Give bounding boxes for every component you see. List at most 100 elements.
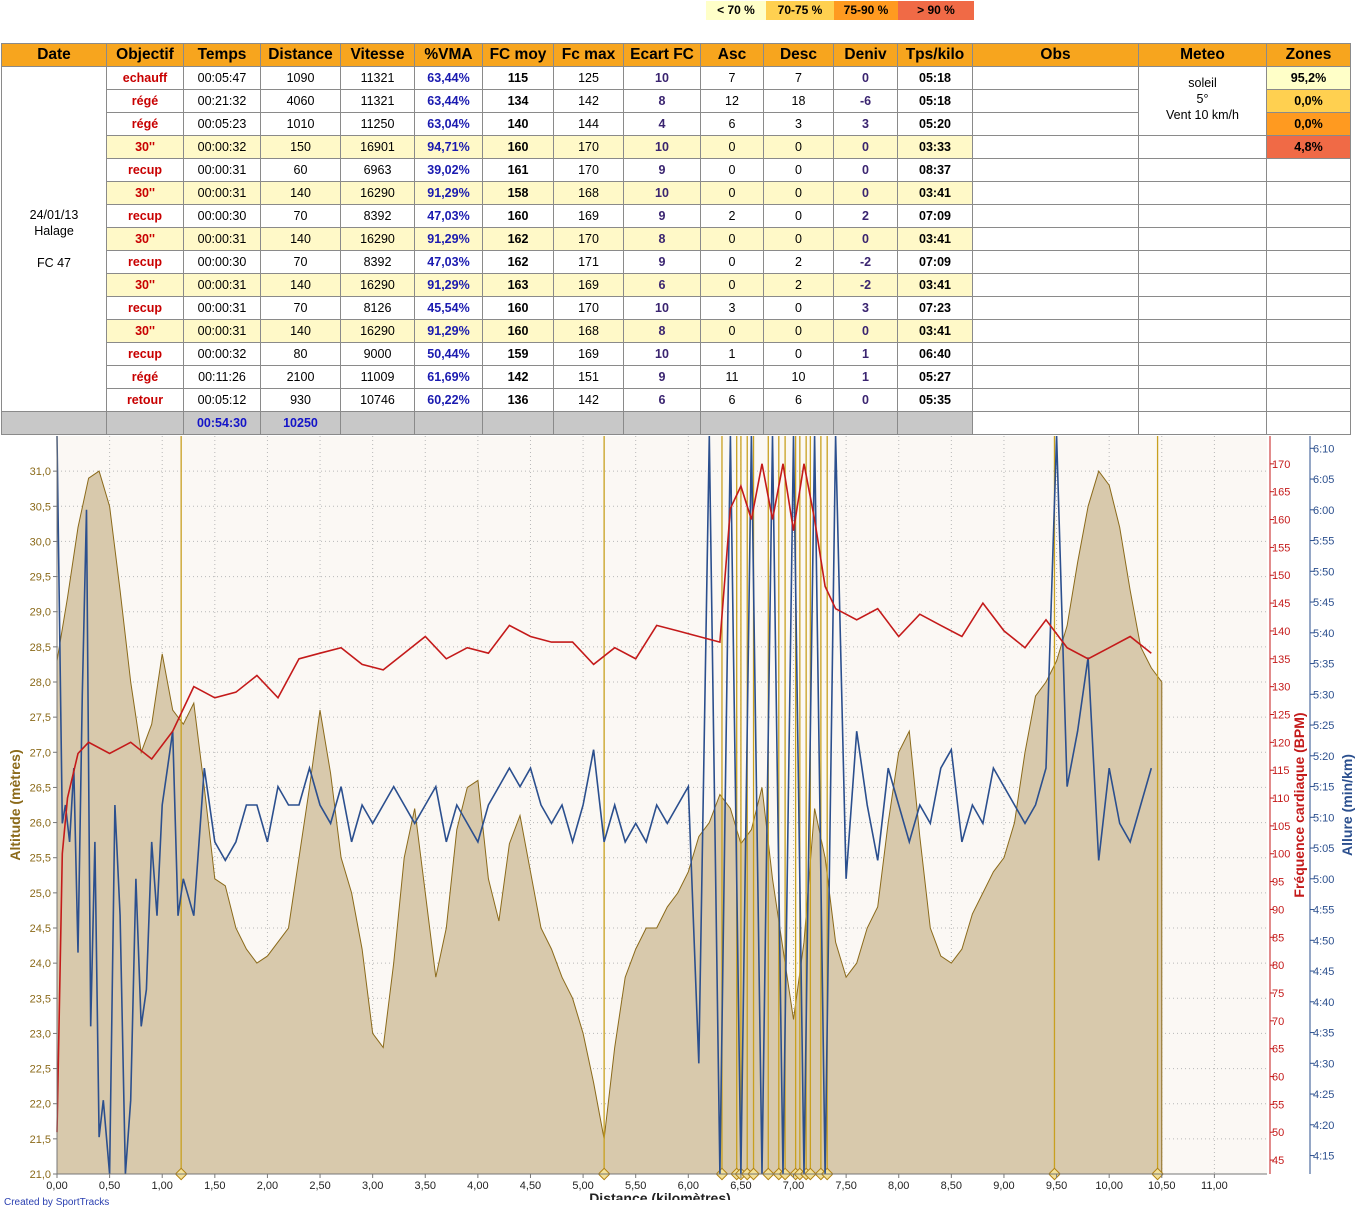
y-tick-label: 31,0 [30, 466, 51, 478]
total-empty [414, 411, 483, 435]
hr-tick-label: 65 [1272, 1044, 1284, 1056]
table-cell: 00:00:30 [183, 250, 261, 274]
table-cell: 6 [763, 388, 834, 412]
hr-tick-label: 120 [1272, 737, 1290, 749]
y-tick-label: 24,5 [30, 923, 51, 935]
table-cell: 1090 [260, 66, 341, 90]
table-cell: 150 [260, 135, 341, 159]
hr-tick-label: 165 [1272, 487, 1290, 499]
table-cell: 00:21:32 [183, 89, 261, 113]
table-cell: 170 [553, 296, 624, 320]
table-header-row: Date Objectif Temps Distance Vitesse %VMA FC m… [1, 43, 1351, 67]
table-cell: recup [106, 158, 184, 182]
pace-tick-label: 4:35 [1313, 1028, 1334, 1040]
table-cell: 6 [623, 273, 701, 297]
table-cell: 0 [763, 181, 834, 205]
hr-tick-label: 90 [1272, 904, 1284, 916]
table-cell: 91,29% [414, 319, 483, 343]
table-cell: 45,54% [414, 296, 483, 320]
table-cell: 160 [482, 204, 554, 228]
obs-cell [972, 181, 1139, 205]
header-cell: Distance [260, 43, 341, 67]
hr-axis-label: Fréquence cardiaque (BPM) [1291, 712, 1307, 897]
table-cell: régé [106, 89, 184, 113]
zone-cell: 0,0% [1266, 89, 1351, 113]
table-cell: 142 [553, 388, 624, 412]
table-cell: 00:00:30 [183, 204, 261, 228]
table-cell: 3 [833, 296, 898, 320]
pace-tick-label: 5:30 [1313, 689, 1334, 701]
table-cell: 161 [482, 158, 554, 182]
meteo-cell [1138, 296, 1267, 320]
table-cell: 0 [763, 135, 834, 159]
zone-cell: 95,2% [1266, 66, 1351, 90]
table-cell: 07:09 [897, 204, 973, 228]
table-cell: 0 [763, 204, 834, 228]
y-tick-label: 29,0 [30, 607, 51, 619]
table-cell: 03:33 [897, 135, 973, 159]
y-tick-label: 22,0 [30, 1099, 51, 1111]
table-cell: recup [106, 204, 184, 228]
table-cell: 60 [260, 158, 341, 182]
table-cell: 3 [833, 112, 898, 136]
y-tick-label: 23,5 [30, 993, 51, 1005]
meteo-cell [1138, 388, 1267, 412]
y-tick-label: 22,5 [30, 1064, 51, 1076]
table-cell: 125 [553, 66, 624, 90]
x-tick-label: 9,00 [993, 1180, 1014, 1192]
table-cell: 00:00:31 [183, 296, 261, 320]
date-line: Halage [34, 224, 74, 238]
total-empty [1266, 411, 1351, 435]
hr-tick-label: 80 [1272, 960, 1284, 972]
x-tick-label: 7,50 [835, 1180, 856, 1192]
hr-tick-label: 60 [1272, 1072, 1284, 1084]
table-cell: 8392 [340, 250, 415, 274]
zone-cell [1266, 250, 1351, 274]
table-cell: 2 [833, 204, 898, 228]
table-cell: 16290 [340, 273, 415, 297]
table-cell: 9 [623, 365, 701, 389]
obs-cell [972, 319, 1139, 343]
table-cell: echauff [106, 66, 184, 90]
y-tick-label: 25,5 [30, 853, 51, 865]
table-cell: 170 [553, 158, 624, 182]
y-tick-label: 28,0 [30, 677, 51, 689]
table-cell: 159 [482, 342, 554, 366]
y-tick-label: 25,0 [30, 888, 51, 900]
hr-tick-label: 85 [1272, 932, 1284, 944]
table-cell: 05:18 [897, 66, 973, 90]
table-cell: 136 [482, 388, 554, 412]
table-cell: 0 [700, 135, 764, 159]
table-cell: 171 [553, 250, 624, 274]
table-cell: 00:00:31 [183, 227, 261, 251]
table-cell: 05:18 [897, 89, 973, 113]
x-tick-label: 10,50 [1148, 1180, 1176, 1192]
table-cell: 10 [623, 66, 701, 90]
table-cell: 0 [833, 227, 898, 251]
table-cell: 03:41 [897, 319, 973, 343]
x-tick-label: 2,00 [257, 1180, 278, 1192]
table-cell: 168 [553, 319, 624, 343]
hr-tick-label: 125 [1272, 709, 1290, 721]
table-cell: -6 [833, 89, 898, 113]
x-tick-label: 8,50 [941, 1180, 962, 1192]
table-cell: 0 [763, 227, 834, 251]
table-cell: 2100 [260, 365, 341, 389]
table-cell: 8 [623, 319, 701, 343]
y-tick-label: 26,0 [30, 818, 51, 830]
legend-zone-0: < 70 % [706, 1, 766, 20]
pace-tick-label: 4:25 [1313, 1089, 1334, 1101]
hr-tick-label: 50 [1272, 1127, 1284, 1139]
table-cell: 47,03% [414, 204, 483, 228]
meteo-line: 5° [1196, 92, 1209, 106]
table-cell: 30'' [106, 319, 184, 343]
pace-tick-label: 4:20 [1313, 1120, 1334, 1132]
legend-zone-2: 75-90 % [834, 1, 898, 20]
zone-cell: 4,8% [1266, 135, 1351, 159]
hr-tick-label: 155 [1272, 542, 1290, 554]
zone-cell [1266, 158, 1351, 182]
hr-tick-label: 105 [1272, 821, 1290, 833]
pace-tick-label: 6:00 [1313, 505, 1334, 517]
table-cell: 00:11:26 [183, 365, 261, 389]
pace-axis-label: Allure (min/km) [1339, 754, 1355, 856]
